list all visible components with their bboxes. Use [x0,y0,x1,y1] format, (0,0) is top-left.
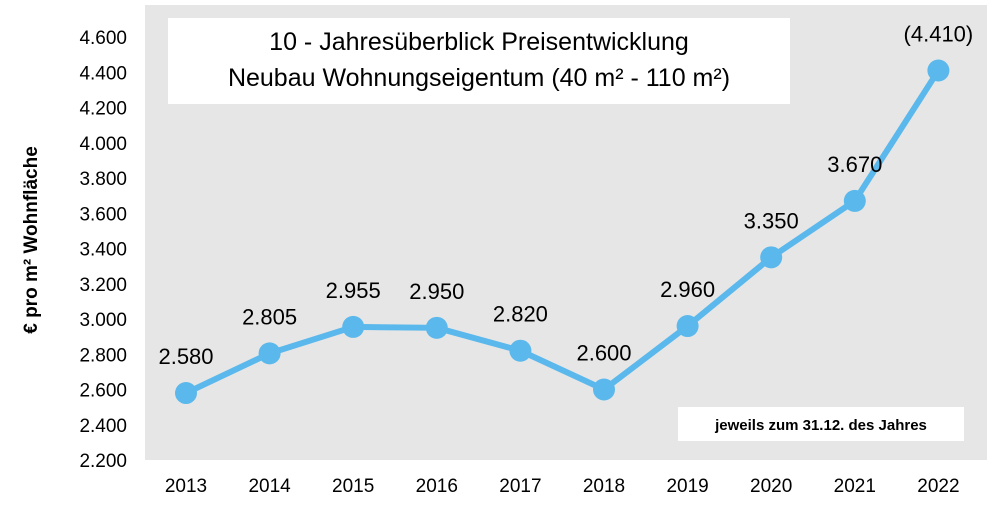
y-axis-ticks: 2.200 2.400 2.600 2.800 3.000 3.200 3.400 3.600… [79,28,127,472]
data-point [593,378,615,401]
y-tick-label: 4.600 [79,28,127,49]
x-tick-label: 2014 [248,476,291,497]
data-label: 2.955 [326,278,381,303]
x-tick-label: 2019 [666,476,708,497]
data-point [342,315,365,338]
data-label: 2.960 [660,277,715,302]
x-tick-label: 2021 [834,476,876,497]
data-label: 3.350 [744,208,799,233]
data-point [843,189,866,212]
y-tick-label: 3.000 [79,310,127,331]
data-point [509,339,532,362]
y-tick-label: 3.600 [79,204,127,225]
data-label: 2.805 [242,304,297,329]
data-label: 3.670 [827,152,882,177]
x-tick-label: 2013 [165,476,207,497]
data-label: 2.580 [158,344,213,369]
y-tick-label: 4.400 [79,63,127,84]
x-tick-label: 2022 [917,476,959,497]
chart-title-line-1: 10 - Jahresüberblick Preisentwicklung [269,28,689,56]
title-box [168,18,790,104]
x-tick-label: 2017 [499,476,541,497]
data-point [676,315,699,338]
x-tick-label: 2016 [416,476,458,497]
data-label: (4.410) [904,21,974,46]
data-point [425,316,448,339]
data-labels: 2.580 2.805 2.955 2.950 2.820 2.600 2.960 3.350… [158,21,973,369]
x-tick-label: 2020 [750,476,792,497]
x-axis-ticks: 2013 2014 2015 2016 2017 2018 2019 2020 2021 2022 [165,476,960,497]
y-tick-label: 4.200 [79,99,127,120]
y-tick-label: 4.000 [79,134,127,155]
note-box [678,407,964,441]
y-tick-label: 2.800 [79,345,127,366]
data-point [760,246,783,269]
y-tick-label: 2.200 [79,451,127,472]
data-points [175,59,950,405]
data-label: 2.820 [493,302,548,327]
y-axis-label: € pro m² Wohnfläche [21,146,42,334]
data-label: 2.600 [576,341,631,366]
data-point [175,382,197,405]
data-point [927,59,950,82]
data-label: 2.950 [409,279,464,304]
y-tick-label: 2.400 [79,416,127,437]
series-line [183,67,942,397]
y-tick-label: 3.400 [79,240,127,261]
note-text: jeweils zum 31.12. des Jahres [714,417,927,434]
x-tick-label: 2018 [583,476,625,497]
x-tick-label: 2015 [332,476,374,497]
y-tick-label: 3.800 [79,169,127,190]
y-tick-label: 3.200 [79,275,127,296]
y-tick-label: 2.600 [79,381,127,402]
chart-title-line-2: Neubau Wohnungseigentum (40 m² - 110 m²) [228,64,730,92]
data-point [258,342,281,365]
